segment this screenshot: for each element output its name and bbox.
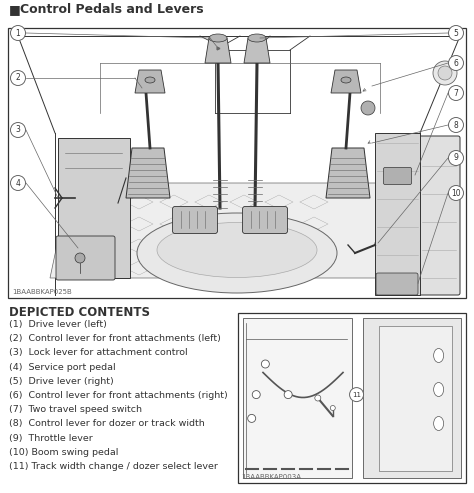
Ellipse shape	[434, 417, 444, 430]
Text: (8)  Control lever for dozer or track width: (8) Control lever for dozer or track wid…	[9, 420, 205, 428]
Circle shape	[448, 117, 464, 133]
Text: 1BAABBKAP003A: 1BAABBKAP003A	[241, 474, 301, 480]
Text: (2)  Control lever for front attachments (left): (2) Control lever for front attachments …	[9, 334, 221, 343]
Polygon shape	[205, 38, 231, 63]
Ellipse shape	[434, 383, 444, 396]
Circle shape	[448, 26, 464, 40]
Circle shape	[248, 415, 255, 423]
Circle shape	[10, 122, 26, 138]
FancyBboxPatch shape	[243, 207, 288, 234]
Text: Control Pedals and Levers: Control Pedals and Levers	[20, 3, 204, 16]
Polygon shape	[135, 70, 165, 93]
Bar	[238, 313, 466, 483]
Circle shape	[448, 185, 464, 201]
Bar	[8, 28, 466, 298]
Ellipse shape	[145, 77, 155, 83]
Text: 10: 10	[451, 188, 461, 198]
Circle shape	[349, 387, 364, 402]
Text: 1: 1	[16, 29, 20, 37]
Ellipse shape	[434, 349, 444, 362]
Text: (4)  Service port pedal: (4) Service port pedal	[9, 362, 116, 372]
FancyBboxPatch shape	[173, 207, 218, 234]
FancyBboxPatch shape	[376, 273, 418, 295]
Bar	[364, 318, 462, 478]
Text: 4: 4	[16, 178, 20, 187]
Text: 3: 3	[16, 126, 20, 135]
Circle shape	[252, 390, 260, 399]
Bar	[379, 326, 452, 471]
Text: (10) Boom swing pedal: (10) Boom swing pedal	[9, 448, 118, 457]
Text: 8: 8	[454, 120, 458, 130]
Polygon shape	[58, 138, 130, 278]
Polygon shape	[244, 38, 270, 63]
Ellipse shape	[157, 222, 317, 278]
Circle shape	[448, 56, 464, 70]
Text: DEPICTED CONTENTS: DEPICTED CONTENTS	[9, 306, 150, 319]
Polygon shape	[331, 70, 361, 93]
Ellipse shape	[137, 213, 337, 293]
FancyBboxPatch shape	[383, 168, 411, 184]
Circle shape	[361, 101, 375, 115]
Circle shape	[284, 390, 292, 399]
Circle shape	[261, 360, 269, 368]
Text: 1BAABBKAP025B: 1BAABBKAP025B	[12, 289, 72, 295]
Text: (5)  Drive lever (right): (5) Drive lever (right)	[9, 377, 114, 386]
Circle shape	[10, 26, 26, 40]
Circle shape	[75, 253, 85, 263]
Polygon shape	[326, 148, 370, 198]
Text: 11: 11	[352, 391, 361, 397]
Ellipse shape	[248, 34, 266, 42]
Ellipse shape	[341, 77, 351, 83]
Text: 5: 5	[454, 29, 458, 37]
Text: 6: 6	[454, 59, 458, 68]
FancyBboxPatch shape	[418, 136, 460, 295]
Text: (1)  Drive lever (left): (1) Drive lever (left)	[9, 320, 107, 329]
Polygon shape	[126, 148, 170, 198]
Circle shape	[330, 406, 335, 411]
Circle shape	[448, 85, 464, 101]
Polygon shape	[375, 133, 420, 295]
Ellipse shape	[209, 34, 227, 42]
Polygon shape	[50, 183, 420, 278]
Text: (11) Track width change / dozer select lever: (11) Track width change / dozer select l…	[9, 462, 218, 471]
Text: ■: ■	[9, 3, 21, 16]
Circle shape	[10, 176, 26, 190]
Circle shape	[438, 66, 452, 80]
Circle shape	[315, 395, 321, 401]
Circle shape	[10, 70, 26, 85]
Polygon shape	[243, 318, 352, 478]
Text: 7: 7	[454, 89, 458, 98]
Circle shape	[448, 150, 464, 166]
Text: (3)  Lock lever for attachment control: (3) Lock lever for attachment control	[9, 349, 188, 357]
Text: 9: 9	[454, 153, 458, 163]
Text: (9)  Throttle lever: (9) Throttle lever	[9, 434, 93, 443]
Text: (7)  Two travel speed switch: (7) Two travel speed switch	[9, 405, 142, 414]
Text: (6)  Control lever for front attachments (right): (6) Control lever for front attachments …	[9, 391, 228, 400]
FancyBboxPatch shape	[56, 236, 115, 280]
Text: 2: 2	[16, 73, 20, 82]
Circle shape	[433, 61, 457, 85]
